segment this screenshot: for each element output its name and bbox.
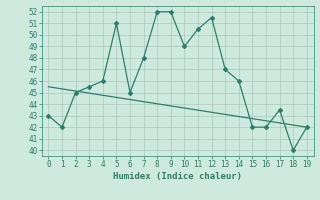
X-axis label: Humidex (Indice chaleur): Humidex (Indice chaleur) <box>113 172 242 181</box>
